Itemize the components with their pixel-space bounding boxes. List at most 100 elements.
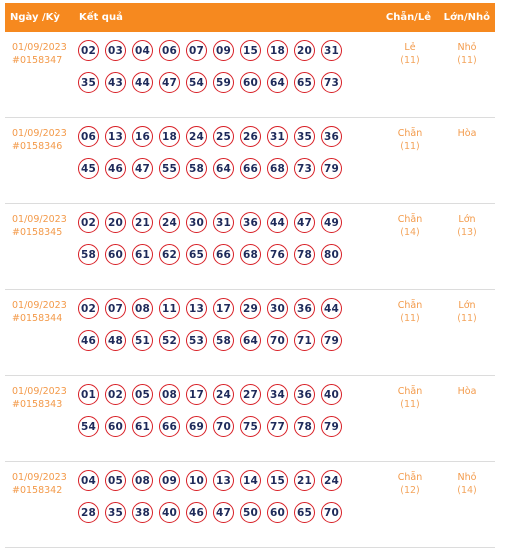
number-ball: 34 <box>267 384 288 405</box>
number-ball: 61 <box>132 416 153 437</box>
number-ball: 05 <box>132 384 153 405</box>
number-ball: 79 <box>321 330 342 351</box>
number-ball: 02 <box>78 40 99 61</box>
number-ball: 55 <box>159 158 180 179</box>
number-ball: 08 <box>159 384 180 405</box>
number-ball: 13 <box>186 298 207 319</box>
draw-date-period[interactable]: 01/09/2023 #0158344 <box>12 299 67 325</box>
number-ball: 24 <box>321 470 342 491</box>
number-ball: 59 <box>213 72 234 93</box>
number-ball: 71 <box>294 330 315 351</box>
number-ball: 02 <box>78 298 99 319</box>
ball-row: 02 20 21 24 30 31 36 44 47 49 <box>78 212 368 242</box>
big-small-count: (14) <box>457 485 477 496</box>
number-ball: 60 <box>240 72 261 93</box>
number-ball: 26 <box>240 126 261 147</box>
number-ball: 10 <box>186 470 207 491</box>
header-date-period: Ngày /Kỳ <box>10 12 60 23</box>
even-odd-value: Chẵn <box>397 214 423 225</box>
table-row[interactable]: 01/09/2023 #0158345 02 20 21 24 30 31 36 44 47 49 58… <box>5 204 495 290</box>
draw-date-period[interactable]: 01/09/2023 #0158345 <box>12 213 67 239</box>
number-ball: 15 <box>240 40 261 61</box>
even-odd-cell: Chẵn (12) <box>385 471 435 497</box>
result-balls: 02 07 08 11 13 17 29 30 36 44 46 48 51 52 53 58 64 70 71 79 <box>78 298 368 360</box>
number-ball: 49 <box>321 212 342 233</box>
table-row[interactable]: 01/09/2023 #0158342 04 05 08 09 10 13 14 15 21 24 28… <box>5 462 495 548</box>
number-ball: 28 <box>78 502 99 523</box>
number-ball: 73 <box>321 72 342 93</box>
even-odd-value: Chẵn <box>397 386 423 397</box>
number-ball: 16 <box>132 126 153 147</box>
draw-date: 01/09/2023 <box>12 472 67 483</box>
draw-date-period[interactable]: 01/09/2023 #0158347 <box>12 41 67 67</box>
draw-date-period[interactable]: 01/09/2023 #0158342 <box>12 471 67 497</box>
table-row[interactable]: 01/09/2023 #0158344 02 07 08 11 13 17 29 30 36 44 46… <box>5 290 495 376</box>
even-odd-cell: Chẵn (14) <box>385 213 435 239</box>
number-ball: 11 <box>159 298 180 319</box>
number-ball: 06 <box>159 40 180 61</box>
number-ball: 58 <box>78 244 99 265</box>
number-ball: 06 <box>78 126 99 147</box>
ball-row: 28 35 38 40 46 47 50 60 65 70 <box>78 502 368 532</box>
number-ball: 48 <box>105 330 126 351</box>
big-small-value: Lớn <box>458 300 476 311</box>
ball-row: 02 07 08 11 13 17 29 30 36 44 <box>78 298 368 328</box>
number-ball: 65 <box>294 502 315 523</box>
number-ball: 15 <box>267 470 288 491</box>
table-header: Ngày /Kỳ Kết quả Chẵn/Lẻ Lớn/Nhỏ <box>5 3 495 32</box>
table-row[interactable]: 01/09/2023 #0158347 02 03 04 06 07 09 15 18 20 31 35… <box>5 32 495 118</box>
number-ball: 70 <box>213 416 234 437</box>
number-ball: 21 <box>294 470 315 491</box>
number-ball: 66 <box>213 244 234 265</box>
number-ball: 31 <box>267 126 288 147</box>
ball-row: 01 02 05 08 17 24 27 34 36 40 <box>78 384 368 414</box>
even-odd-count: (11) <box>400 55 420 66</box>
number-ball: 09 <box>159 470 180 491</box>
big-small-value: Nhỏ <box>457 42 477 53</box>
number-ball: 24 <box>159 212 180 233</box>
number-ball: 36 <box>294 298 315 319</box>
even-odd-count: (11) <box>400 399 420 410</box>
ball-row: 58 60 61 62 65 66 68 76 78 80 <box>78 244 368 274</box>
ball-row: 54 60 61 66 69 70 75 77 78 79 <box>78 416 368 446</box>
table-row[interactable]: 01/09/2023 #0158343 01 02 05 08 17 24 27 34 36 40 54… <box>5 376 495 462</box>
draw-date-period[interactable]: 01/09/2023 #0158346 <box>12 127 67 153</box>
number-ball: 60 <box>105 244 126 265</box>
big-small-cell: Nhỏ (14) <box>442 471 492 497</box>
number-ball: 05 <box>105 470 126 491</box>
number-ball: 38 <box>132 502 153 523</box>
number-ball: 46 <box>105 158 126 179</box>
number-ball: 62 <box>159 244 180 265</box>
number-ball: 07 <box>105 298 126 319</box>
result-balls: 04 05 08 09 10 13 14 15 21 24 28 35 38 40 46 47 50 60 65 70 <box>78 470 368 532</box>
number-ball: 08 <box>132 470 153 491</box>
even-odd-cell: Chẵn (11) <box>385 299 435 325</box>
number-ball: 64 <box>240 330 261 351</box>
number-ball: 30 <box>186 212 207 233</box>
number-ball: 68 <box>267 158 288 179</box>
number-ball: 31 <box>213 212 234 233</box>
number-ball: 76 <box>267 244 288 265</box>
number-ball: 20 <box>105 212 126 233</box>
number-ball: 44 <box>321 298 342 319</box>
header-big-small: Lớn/Nhỏ <box>443 12 490 23</box>
draw-date: 01/09/2023 <box>12 128 67 139</box>
even-odd-count: (11) <box>400 313 420 324</box>
draw-id: #0158344 <box>12 313 63 324</box>
result-balls: 02 03 04 06 07 09 15 18 20 31 35 43 44 47 54 59 60 64 65 73 <box>78 40 368 102</box>
big-small-value: Nhỏ <box>457 472 477 483</box>
big-small-cell: Nhỏ (11) <box>442 41 492 67</box>
ball-row: 06 13 16 18 24 25 26 31 35 36 <box>78 126 368 156</box>
number-ball: 17 <box>213 298 234 319</box>
number-ball: 46 <box>78 330 99 351</box>
number-ball: 40 <box>159 502 180 523</box>
even-odd-cell: Lẻ (11) <box>385 41 435 67</box>
number-ball: 29 <box>240 298 261 319</box>
number-ball: 02 <box>105 384 126 405</box>
table-row[interactable]: 01/09/2023 #0158346 06 13 16 18 24 25 26 31 35 36 45… <box>5 118 495 204</box>
draw-date-period[interactable]: 01/09/2023 #0158343 <box>12 385 67 411</box>
number-ball: 07 <box>186 40 207 61</box>
even-odd-value: Chẵn <box>397 300 423 311</box>
even-odd-cell: Chẵn (11) <box>385 127 435 153</box>
number-ball: 25 <box>213 126 234 147</box>
